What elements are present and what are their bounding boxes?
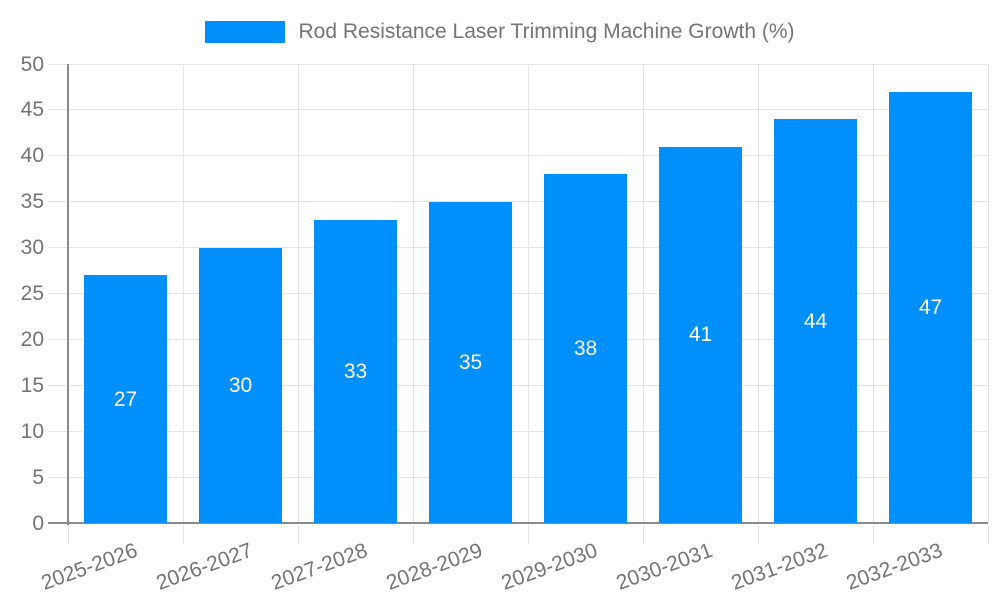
y-tick-label: 40 bbox=[20, 144, 44, 168]
bar[interactable] bbox=[314, 220, 397, 523]
x-tick-mark bbox=[182, 525, 184, 544]
bar[interactable] bbox=[84, 275, 167, 523]
bar-value-label: 47 bbox=[918, 295, 943, 319]
bar-value-label: 35 bbox=[458, 350, 483, 374]
x-tick-label: 2031-2032 bbox=[727, 538, 831, 595]
x-tick-label: 2027-2028 bbox=[267, 538, 371, 595]
y-tick-label: 0 bbox=[32, 511, 44, 535]
x-axis-line bbox=[48, 522, 988, 524]
bar-value-label: 30 bbox=[228, 373, 253, 397]
x-tick-label: 2026-2027 bbox=[152, 538, 256, 595]
x-tick-mark bbox=[412, 525, 414, 544]
x-gridline bbox=[527, 64, 529, 523]
y-gridline bbox=[48, 247, 988, 249]
x-tick-label: 2028-2029 bbox=[382, 538, 486, 595]
y-tick-label: 25 bbox=[20, 282, 44, 305]
x-gridline bbox=[297, 64, 299, 523]
bar-value-label: 41 bbox=[688, 323, 713, 347]
x-tick-mark bbox=[757, 525, 759, 544]
bar[interactable] bbox=[199, 247, 282, 523]
y-gridline bbox=[48, 430, 988, 432]
bar-value-label: 44 bbox=[803, 309, 828, 333]
x-tick-label: 2029-2030 bbox=[497, 538, 601, 595]
y-gridline bbox=[48, 201, 988, 203]
x-gridline bbox=[412, 64, 414, 523]
x-gridline bbox=[872, 64, 874, 523]
bar[interactable] bbox=[659, 146, 742, 523]
bar[interactable] bbox=[889, 91, 972, 523]
bar-value-label: 27 bbox=[113, 387, 138, 411]
y-tick-label: 30 bbox=[20, 236, 44, 260]
x-tick-label: 2025-2026 bbox=[37, 538, 141, 595]
chart-legend[interactable]: Rod Resistance Laser Trimming Machine Gr… bbox=[0, 19, 1000, 45]
bar[interactable] bbox=[429, 201, 512, 523]
y-gridline bbox=[48, 109, 988, 111]
x-tick-mark bbox=[987, 525, 989, 544]
legend-label: Rod Resistance Laser Trimming Machine Gr… bbox=[298, 20, 795, 43]
x-tick-label: 2032-2033 bbox=[842, 538, 946, 595]
y-gridline bbox=[48, 476, 988, 478]
x-gridline bbox=[182, 64, 184, 523]
x-tick-mark bbox=[527, 525, 529, 544]
x-tick-mark bbox=[297, 525, 299, 544]
plot-area: 0 5 10 15 20 25 30 35 40 45 50 27 2025-2026 30 2026-20… bbox=[21, 53, 989, 595]
y-gridline bbox=[48, 384, 988, 386]
y-gridline bbox=[48, 338, 988, 340]
y-tick-label: 35 bbox=[20, 190, 44, 214]
y-axis-line bbox=[67, 64, 69, 525]
x-gridline bbox=[987, 64, 989, 523]
x-gridline bbox=[642, 64, 644, 523]
bar-value-label: 33 bbox=[343, 360, 368, 384]
y-tick-label: 15 bbox=[20, 373, 44, 397]
y-tick-label: 20 bbox=[20, 327, 44, 351]
x-tick-mark bbox=[642, 525, 644, 544]
y-tick-label: 10 bbox=[20, 419, 44, 443]
bar[interactable] bbox=[774, 119, 857, 523]
x-tick-label: 2030-2031 bbox=[612, 538, 716, 595]
bar[interactable] bbox=[544, 174, 627, 523]
y-gridline bbox=[48, 293, 988, 294]
x-gridline bbox=[757, 64, 759, 523]
y-tick-label: 50 bbox=[20, 52, 44, 76]
legend-marker bbox=[205, 21, 286, 43]
y-gridline bbox=[48, 63, 988, 65]
y-tick-label: 5 bbox=[32, 465, 44, 489]
y-gridline bbox=[48, 155, 988, 157]
x-tick-mark bbox=[67, 525, 69, 544]
y-tick-label: 45 bbox=[20, 98, 44, 122]
x-tick-mark bbox=[872, 525, 874, 544]
bar-value-label: 38 bbox=[573, 337, 598, 361]
